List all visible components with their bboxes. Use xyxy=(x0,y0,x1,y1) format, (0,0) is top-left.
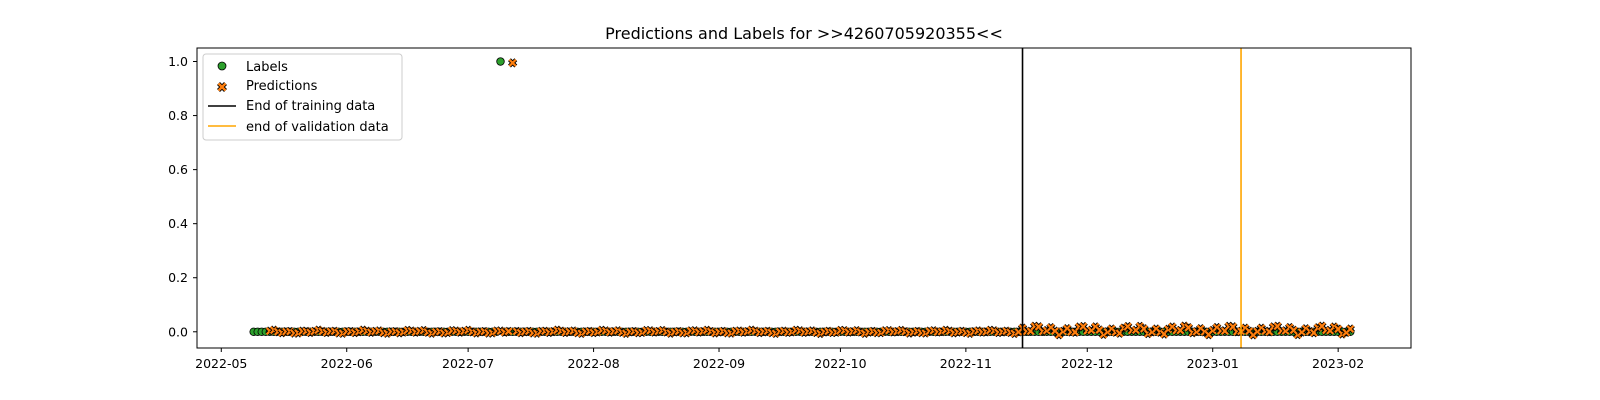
y-tick-label-2: 0.4 xyxy=(168,216,188,231)
x-tick-label-9: 2023-02 xyxy=(1312,356,1364,371)
x-tick-label-4: 2022-09 xyxy=(693,356,745,371)
x-tick-label-0: 2022-05 xyxy=(195,356,247,371)
legend-predictions-text: Predictions xyxy=(246,79,318,94)
vline-layer xyxy=(1021,48,1242,348)
legend-labels-text: Labels xyxy=(246,60,288,75)
y-tick-label-4: 0.8 xyxy=(168,108,188,123)
y-tick-label-0: 0.0 xyxy=(168,324,188,339)
x-tick-label-1: 2022-06 xyxy=(321,356,373,371)
legend: Labels Predictions End of training data … xyxy=(202,53,403,141)
x-tick-label-7: 2022-12 xyxy=(1061,356,1113,371)
x-tick-label-2: 2022-07 xyxy=(442,356,494,371)
x-tick-label-5: 2022-10 xyxy=(814,356,866,371)
prediction-point xyxy=(508,58,517,67)
y-tick-label-1: 0.2 xyxy=(168,270,188,285)
chart-title: Predictions and Labels for >>42607059203… xyxy=(605,24,1003,43)
y-tick-label-3: 0.6 xyxy=(168,162,188,177)
legend-labels-marker xyxy=(217,61,227,71)
data-layer xyxy=(249,57,1355,340)
axis-layer: 2022-05 2022-06 2022-07 2022-08 2022-09 2022-… xyxy=(168,54,1364,371)
plot-frame xyxy=(196,47,1412,349)
prediction-point xyxy=(1346,324,1355,333)
x-tick-label-6: 2022-11 xyxy=(940,356,992,371)
x-tick-label-8: 2023-01 xyxy=(1187,356,1239,371)
y-tick-label-5: 1.0 xyxy=(168,54,188,69)
prediction-point xyxy=(504,327,513,336)
legend-training-text: End of training data xyxy=(246,99,375,114)
label-point xyxy=(496,57,505,66)
x-tick-label-3: 2022-08 xyxy=(567,356,619,371)
legend-predictions-marker-fill xyxy=(217,82,227,92)
legend-box xyxy=(202,53,403,141)
legend-validation-text: end of validation data xyxy=(246,120,389,135)
